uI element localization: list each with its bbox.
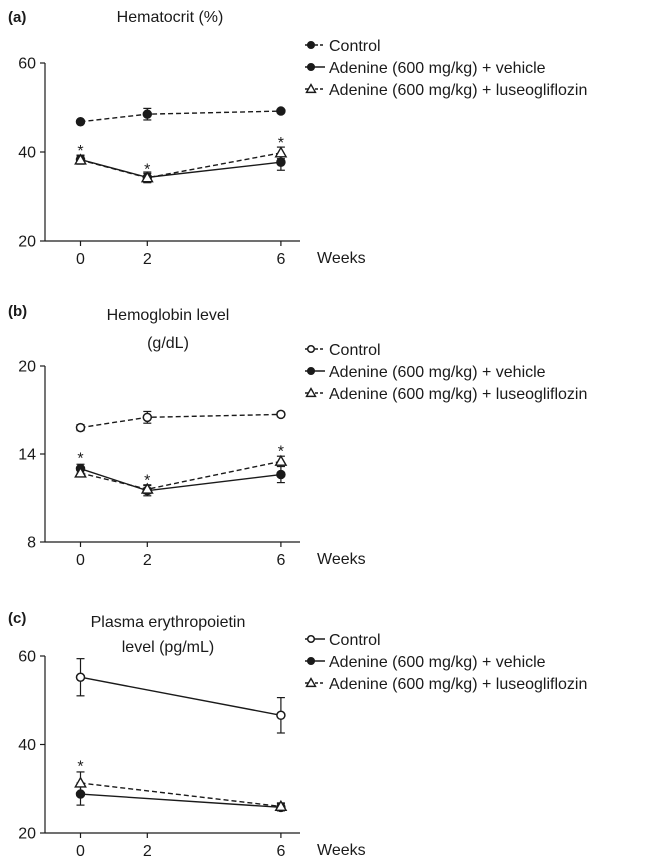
x-tick-label: 2 (143, 251, 152, 268)
legend-swatch-marker (305, 83, 317, 94)
series-line (80, 460, 282, 490)
x-tick-label: 0 (76, 843, 85, 858)
legend-swatch-marker (306, 656, 316, 666)
data-point (75, 672, 86, 682)
data-point (142, 412, 153, 423)
significance-asterisk: * (77, 143, 83, 160)
legend-swatch-marker (305, 387, 317, 398)
series-line (80, 676, 282, 716)
panel-letter: (b) (8, 303, 27, 320)
legend-swatch-marker (306, 62, 316, 72)
legend-label: Control (329, 38, 381, 55)
chart-title-line: Plasma erythropoietin (91, 614, 246, 631)
legend-swatch-marker (306, 366, 316, 376)
data-point (142, 109, 153, 119)
y-tick-label: 14 (18, 447, 36, 464)
legend-label: Adenine (600 mg/kg) + vehicle (329, 60, 546, 77)
legend-label: Adenine (600 mg/kg) + vehicle (329, 654, 546, 671)
chart-title: Hematocrit (%) (117, 9, 224, 26)
data-point (75, 116, 86, 127)
legend-label: Control (329, 632, 381, 649)
significance-asterisk: * (278, 443, 284, 460)
data-point (140, 482, 154, 494)
data-point (274, 454, 288, 466)
data-point (74, 153, 87, 165)
legend-label: Adenine (600 mg/kg) + luseogliflozin (329, 386, 587, 403)
data-point (276, 409, 286, 420)
significance-asterisk: * (77, 451, 83, 468)
data-point (75, 422, 86, 433)
legend-swatch-marker (306, 634, 316, 644)
panel-letter: (a) (8, 9, 26, 26)
x-axis-label: Weeks (317, 551, 366, 568)
data-point (274, 146, 288, 158)
legend-label: Adenine (600 mg/kg) + luseogliflozin (329, 82, 587, 99)
chart-title-line: (g/dL) (147, 335, 189, 352)
data-point (276, 106, 286, 116)
x-tick-label: 6 (276, 843, 285, 858)
series-line (80, 782, 281, 808)
legend-label: Control (329, 342, 381, 359)
data-point (140, 171, 154, 183)
x-tick-label: 6 (276, 251, 285, 268)
y-tick-label: 40 (18, 145, 36, 162)
significance-asterisk: * (144, 161, 150, 178)
significance-asterisk: * (278, 135, 284, 152)
y-tick-label: 20 (18, 234, 36, 251)
data-point (74, 466, 87, 478)
x-tick-label: 0 (76, 251, 85, 268)
y-tick-label: 60 (18, 649, 36, 666)
legend-swatch-marker (306, 344, 316, 354)
series-line (80, 158, 281, 179)
series-line (80, 110, 281, 123)
x-tick-label: 2 (143, 552, 152, 569)
x-tick-label: 6 (276, 552, 285, 569)
x-axis-label: Weeks (317, 250, 366, 267)
y-tick-label: 20 (18, 359, 36, 376)
legend-label: Adenine (600 mg/kg) + vehicle (329, 364, 546, 381)
chart-title-line: level (pg/mL) (122, 639, 214, 656)
data-point (276, 469, 286, 480)
y-tick-label: 8 (27, 535, 36, 552)
y-tick-label: 20 (18, 826, 36, 843)
legend-swatch-marker (306, 40, 316, 50)
legend-swatch-marker (305, 677, 317, 688)
y-tick-label: 60 (18, 56, 36, 73)
legend-label: Adenine (600 mg/kg) + luseogliflozin (329, 676, 587, 693)
series-line (80, 413, 281, 429)
chart-title-line: Hemoglobin level (107, 307, 230, 324)
data-point (74, 776, 87, 788)
data-point (276, 157, 286, 167)
data-point (276, 710, 286, 721)
y-tick-label: 40 (18, 737, 36, 754)
significance-asterisk: * (144, 473, 150, 490)
x-tick-label: 0 (76, 552, 85, 569)
data-point (274, 799, 288, 812)
series-line (80, 793, 281, 809)
series-line (80, 468, 281, 492)
panel-letter: (c) (8, 610, 26, 627)
significance-asterisk: * (77, 758, 83, 775)
x-tick-label: 2 (143, 843, 152, 858)
x-axis-label: Weeks (317, 842, 366, 858)
